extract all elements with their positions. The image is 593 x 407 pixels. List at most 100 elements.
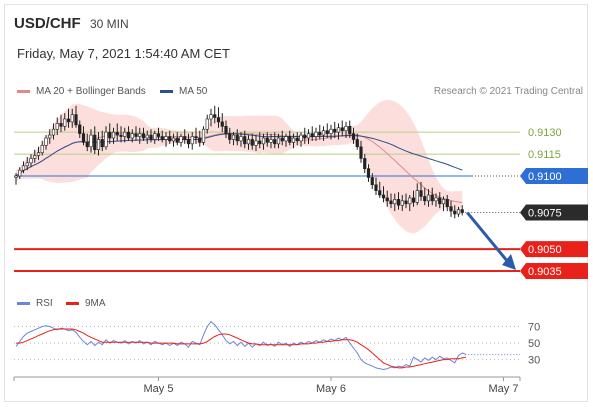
candle-body <box>445 199 449 207</box>
candle-body <box>201 128 206 143</box>
x-tick-label: May 5 <box>144 383 174 395</box>
candles <box>14 105 464 219</box>
rsi-legend-label: RSI <box>36 298 53 309</box>
candle-body <box>303 134 307 139</box>
candle-body <box>314 131 318 137</box>
candle-body <box>400 200 404 206</box>
candle-body <box>276 137 281 145</box>
ma9-legend-label: 9MA <box>85 298 106 309</box>
x-tick-label: May 7 <box>489 383 519 395</box>
candle-body <box>306 133 311 139</box>
datetime-label: Friday, May 7, 2021 1:54:40 AM CET <box>17 46 230 61</box>
candle-body <box>51 128 56 136</box>
rsi-tick-label: 70 <box>528 322 540 334</box>
candle-body <box>111 131 116 139</box>
candle-body <box>374 184 378 191</box>
candle-body <box>205 118 209 130</box>
candle-body <box>250 139 254 146</box>
legend-rsi: RSI <box>17 298 53 309</box>
candle-body <box>40 145 44 153</box>
symbol-title: USD/CHF <box>14 15 81 32</box>
candle-body <box>336 127 341 133</box>
candle-body <box>254 140 258 146</box>
candle-body <box>239 136 243 142</box>
candle-body <box>213 114 217 118</box>
candle-body <box>89 134 93 148</box>
ma9-swatch <box>66 301 79 305</box>
level-tag-5 <box>520 263 588 279</box>
candle-body <box>246 139 251 145</box>
candle-body <box>179 136 183 143</box>
candle-body <box>258 140 262 145</box>
candle-body <box>318 131 322 136</box>
candle-body <box>366 168 371 178</box>
candle-body <box>190 136 194 145</box>
candle-body <box>261 137 266 145</box>
candle-body <box>310 133 314 137</box>
candle-body <box>63 118 67 127</box>
candle-body <box>186 139 191 145</box>
candle-body <box>434 197 438 202</box>
candle-body <box>288 136 292 143</box>
candle-body <box>321 130 326 136</box>
candle-body <box>55 123 59 130</box>
candle-body <box>115 131 119 136</box>
candle-body <box>108 131 112 139</box>
legend-9ma: 9MA <box>66 298 106 309</box>
candle-body <box>21 165 26 171</box>
candle-body <box>100 139 104 148</box>
candle-body <box>141 133 146 139</box>
candle-body <box>378 190 382 196</box>
legend-ma50: MA 50 <box>160 86 207 97</box>
candle-body <box>325 130 329 134</box>
candle-body <box>355 139 359 148</box>
level-tag-2 <box>520 168 588 184</box>
candle-body <box>145 134 149 139</box>
candle-body <box>138 133 142 137</box>
candle-body <box>231 134 236 140</box>
credit-label: Research © 2021 Trading Central <box>433 86 583 97</box>
candle-body <box>74 114 78 126</box>
bollinger-band <box>16 99 463 234</box>
candle-body <box>359 146 363 159</box>
candle-body <box>280 137 284 142</box>
candle-body <box>243 136 247 145</box>
candle-body <box>453 210 457 215</box>
candle-body <box>198 137 202 143</box>
candle-body <box>119 134 123 137</box>
x-tick-label: May 6 <box>316 383 346 395</box>
candle-body <box>430 194 434 202</box>
candle-body <box>449 206 453 212</box>
level-label-2: 0.9100 <box>528 171 562 183</box>
candle-body <box>370 177 374 186</box>
candle-body <box>216 117 221 123</box>
candle-body <box>329 128 333 134</box>
candle-body <box>168 136 172 142</box>
candle-body <box>269 139 273 143</box>
candle-body <box>291 137 296 143</box>
candle-body <box>411 197 416 203</box>
candle-body <box>340 127 344 131</box>
candle-body <box>70 114 74 123</box>
candle-body <box>93 134 97 150</box>
candle-body <box>183 136 187 140</box>
candle-body <box>460 209 464 213</box>
candle-body <box>265 137 269 143</box>
candle-body <box>415 190 419 203</box>
candle-body <box>348 126 352 134</box>
rsi-swatch <box>17 301 30 305</box>
ma20-legend-label: MA 20 + Bollinger Bands <box>36 86 146 97</box>
candle-body <box>36 152 41 156</box>
legend-ma20: MA 20 + Bollinger Bands <box>17 86 146 97</box>
candle-body <box>29 158 33 164</box>
candle-body <box>104 131 108 148</box>
ma50-swatch <box>160 89 173 93</box>
candle-body <box>171 137 176 142</box>
candle-body <box>134 133 138 137</box>
candle-body <box>194 136 198 139</box>
candle-body <box>423 196 427 202</box>
candle-body <box>419 190 423 197</box>
rsi-line <box>15 320 467 371</box>
candle-body <box>408 197 412 205</box>
